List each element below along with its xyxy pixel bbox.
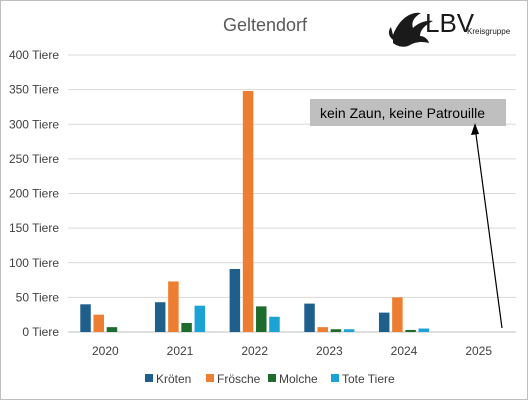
y-tick-label: 50 Tiere <box>16 290 60 304</box>
x-tick-label: 2021 <box>167 344 194 358</box>
legend-swatch <box>145 374 153 382</box>
bar <box>343 329 355 332</box>
bar <box>378 312 390 332</box>
annotation-text: kein Zaun, keine Patrouille <box>320 105 485 121</box>
bar <box>154 302 166 332</box>
legend-label: Molche <box>279 372 318 386</box>
y-tick-label: 250 Tiere <box>9 152 59 166</box>
legend-label: Tote Tiere <box>342 372 395 386</box>
bar <box>80 304 91 332</box>
annotation-arrow-head <box>471 123 479 135</box>
legend-swatch <box>331 374 339 382</box>
bar <box>269 316 280 332</box>
legend-label: Kröten <box>156 372 191 386</box>
bars <box>80 91 430 332</box>
y-axis-ticks: 0 Tiere 50 Tiere 100 Tiere 150 Tiere 200 Tie… <box>9 48 59 339</box>
bar <box>330 329 342 332</box>
bar <box>256 306 267 332</box>
logo-subtext: Kreisgruppe <box>467 27 511 36</box>
annotation-box <box>310 99 506 126</box>
x-tick-label: 2025 <box>465 344 492 358</box>
bar <box>229 268 241 332</box>
y-tick-label: 400 Tiere <box>9 48 59 62</box>
legend: Kröten Frösche Molche Tote Tiere <box>145 372 395 386</box>
bar <box>194 305 206 332</box>
x-tick-label: 2022 <box>241 344 268 358</box>
y-tick-label: 300 Tiere <box>9 117 59 131</box>
bar <box>418 328 430 332</box>
flying-bird-icon <box>388 12 433 47</box>
bar <box>168 281 179 332</box>
bar <box>106 327 118 332</box>
bar <box>392 297 403 332</box>
annotation: kein Zaun, keine Patrouille <box>310 99 506 329</box>
annotation-arrow-line <box>474 126 503 329</box>
bar <box>242 91 254 332</box>
x-tick-label: 2020 <box>92 344 119 358</box>
legend-label: Frösche <box>217 372 261 386</box>
bar <box>317 327 328 332</box>
logo-text: LBV <box>425 8 475 38</box>
y-tick-label: 200 Tiere <box>9 187 59 201</box>
bar <box>405 329 416 332</box>
y-tick-label: 0 Tiere <box>22 325 59 339</box>
y-tick-label: 350 Tiere <box>9 83 59 97</box>
x-tick-label: 2024 <box>391 344 418 358</box>
legend-swatch <box>268 374 276 382</box>
y-tick-label: 150 Tiere <box>9 221 59 235</box>
legend-swatch <box>206 374 214 382</box>
bar <box>93 314 104 332</box>
grid-layer <box>68 54 516 333</box>
y-tick-label: 100 Tiere <box>9 256 59 270</box>
x-axis-ticks: 2020 2021 2022 2023 2024 2025 <box>92 344 492 358</box>
lbv-logo: LBV Kreisgruppe <box>388 8 511 47</box>
chart-title: Geltendorf <box>223 15 308 35</box>
bar <box>304 303 315 332</box>
bar <box>181 322 192 332</box>
x-tick-label: 2023 <box>316 344 343 358</box>
